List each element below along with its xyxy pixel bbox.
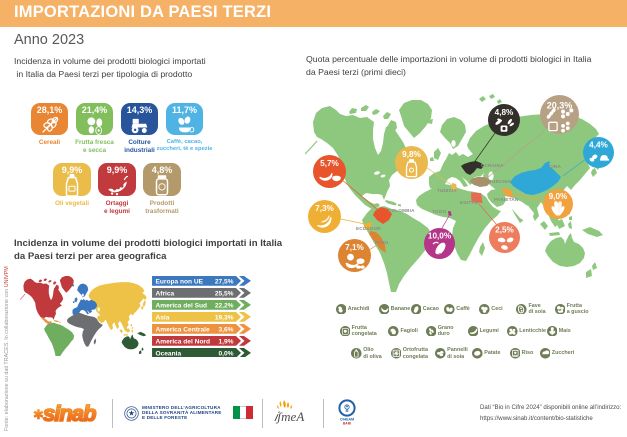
- svg-text:22,2%: 22,2%: [214, 302, 233, 309]
- svg-text:𝑖ʃmeA: 𝑖ʃmeA: [274, 409, 304, 424]
- svg-text:19,3%: 19,3%: [214, 314, 233, 321]
- svg-text:7,3%: 7,3%: [315, 204, 334, 213]
- svg-text:7,1%: 7,1%: [345, 243, 364, 252]
- svg-text:27,5%: 27,5%: [214, 278, 233, 285]
- svg-text:sinab: sinab: [43, 401, 96, 426]
- svg-text:0,0%: 0,0%: [218, 350, 233, 357]
- svg-text:4,8%: 4,8%: [495, 108, 514, 117]
- svg-text:9,0%: 9,0%: [549, 192, 568, 201]
- svg-text:Africa: Africa: [155, 290, 174, 297]
- svg-text:3,6%: 3,6%: [218, 326, 233, 333]
- svg-text:America del Nord: America del Nord: [155, 338, 209, 345]
- svg-text:10,0%: 10,0%: [427, 231, 451, 240]
- svg-text:America del Sud: America del Sud: [155, 302, 207, 309]
- svg-text:✱: ✱: [33, 407, 44, 422]
- svg-text:America Centrale: America Centrale: [155, 326, 209, 333]
- svg-text:9,8%: 9,8%: [402, 150, 421, 159]
- svg-text:2,5%: 2,5%: [495, 225, 514, 234]
- svg-text:20,3%: 20,3%: [546, 100, 572, 110]
- svg-text:Asia: Asia: [155, 314, 169, 321]
- svg-text:5,7%: 5,7%: [320, 159, 339, 168]
- svg-text:4,4%: 4,4%: [589, 140, 608, 149]
- svg-text:25,5%: 25,5%: [214, 290, 233, 297]
- svg-text:BARI: BARI: [343, 422, 351, 426]
- svg-text:1,9%: 1,9%: [218, 338, 233, 345]
- svg-text:Europa non UE: Europa non UE: [155, 278, 203, 285]
- svg-text:CIHEAM: CIHEAM: [340, 418, 354, 422]
- svg-text:Oceania: Oceania: [155, 350, 181, 357]
